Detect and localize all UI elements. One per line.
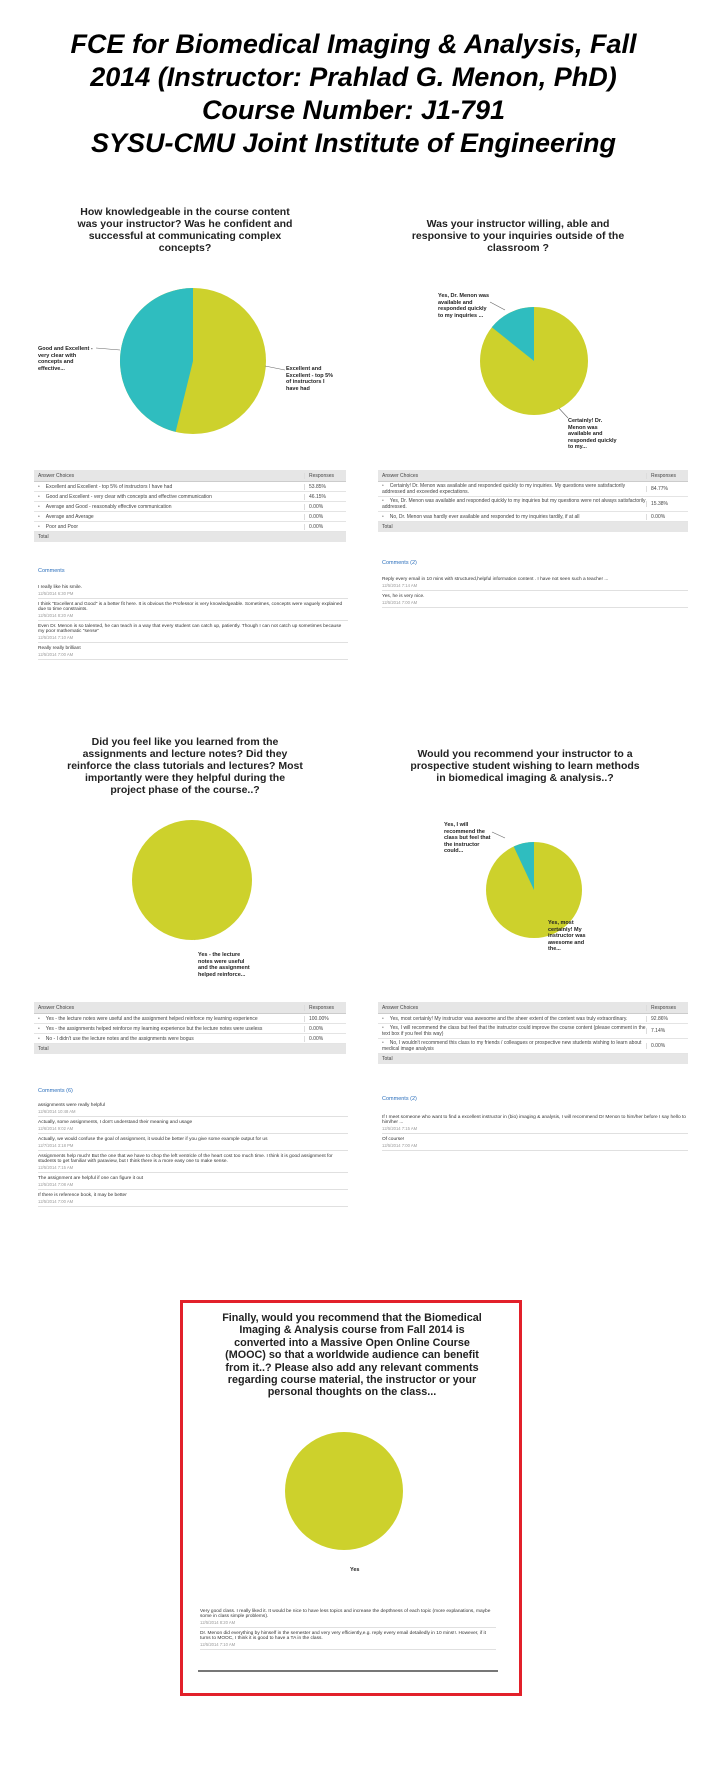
- table-row: Yes - the lecture notes were useful and …: [34, 1014, 346, 1024]
- list-item: If I meet someone who want to find a exc…: [382, 1112, 688, 1134]
- list-item: Very good class. I really liked it. It w…: [200, 1606, 496, 1628]
- q5-question: Finally, would you recommend that the Bi…: [222, 1312, 482, 1399]
- q2-question: Was your instructor willing, able and re…: [411, 218, 625, 254]
- q1-comments: I really like his smile. 12/5/2014 6:30 P…: [38, 582, 348, 660]
- list-item: I think "Excellent and Good" is a better…: [38, 599, 348, 621]
- title-line-1: FCE for Biomedical Imaging & Analysis, F…: [70, 29, 637, 59]
- q3-total: Total: [34, 1044, 346, 1054]
- q1-label-excellent: Excellent and Excellent - top 5% of inst…: [286, 366, 334, 392]
- table-row: Yes, Dr. Menon was available and respond…: [378, 497, 688, 512]
- table-row: Yes, most certainly! My instructor was a…: [378, 1014, 688, 1024]
- q3-question: Did you feel like you learned from the a…: [67, 736, 303, 796]
- list-item: The assignment are helpful if one can fi…: [38, 1173, 348, 1190]
- list-item: Actually, we would confuse the goal of a…: [38, 1134, 348, 1151]
- q2-slice-yes: [491, 307, 534, 361]
- q3-col-choices: Answer Choices: [38, 1004, 75, 1011]
- q2-col-responses: Responses: [646, 472, 688, 479]
- q4-col-choices: Answer Choices: [382, 1004, 419, 1011]
- q5-label-yes: Yes: [350, 1567, 360, 1573]
- list-item: Dr. Menon did everything by himself in t…: [200, 1628, 496, 1650]
- q3-comments: assignments were really helpful 12/6/2014…: [38, 1100, 348, 1207]
- table-row: Average and Good - reasonably effective …: [34, 502, 346, 512]
- q4-question: Would you recommend your instructor to a…: [410, 748, 640, 784]
- q1-question: How knowledgeable in the course content …: [77, 206, 293, 254]
- highlight-box: [180, 1300, 522, 1696]
- q1-pie-chart: [119, 288, 266, 434]
- q3-slice-yes: [132, 820, 252, 940]
- title-line-4: SYSU-CMU Joint Institute of Engineering: [91, 128, 616, 158]
- title-line-3: Course Number: J1-791: [201, 95, 506, 125]
- q1-label-good: Good and Excellent - very clear with con…: [38, 346, 93, 372]
- q2-pie-chart: [480, 307, 588, 415]
- q4-slice-yes-improve: [513, 842, 534, 890]
- q5-comments: Very good class. I really liked it. It w…: [200, 1606, 496, 1650]
- list-item: If there is reference book, it may be be…: [38, 1190, 348, 1207]
- table-row: No - I didn't use the lecture notes and …: [34, 1034, 346, 1044]
- q4-comments-link[interactable]: Comments (2): [382, 1096, 417, 1102]
- q1-slice-good: [119, 288, 193, 432]
- q4-comments: If I meet someone who want to find a exc…: [382, 1112, 688, 1151]
- q2-label-certainly: Certainly! Dr. Menon was available and r…: [568, 418, 617, 451]
- list-item: Of course! 12/5/2014 7:00 AM: [382, 1134, 688, 1151]
- q2-total: Total: [378, 522, 688, 532]
- divider: [198, 1670, 498, 1672]
- q2-label-yes: Yes, Dr. Menon was available and respond…: [438, 293, 490, 319]
- q3-comments-link[interactable]: Comments (6): [38, 1088, 73, 1094]
- q4-pie-chart: [486, 842, 582, 938]
- title-line-2: 2014 (Instructor: Prahlad G. Menon, PhD): [90, 62, 617, 92]
- list-item: Yes, he is very nice. 12/5/2014 7:00 AM: [382, 591, 688, 608]
- page-title: FCE for Biomedical Imaging & Analysis, F…: [0, 28, 707, 160]
- q3-col-responses: Responses: [304, 1004, 346, 1011]
- table-row: Yes - the assignments helped reinforce m…: [34, 1024, 346, 1034]
- q1-col-responses: Responses: [304, 472, 346, 479]
- table-row: Certainly! Dr. Menon was available and r…: [378, 482, 688, 497]
- q3-table: Answer Choices Responses Yes - the lectur…: [34, 1002, 346, 1054]
- q2-comments: Reply every email in 10 mins with struct…: [382, 574, 688, 608]
- list-item: Really really brilliant 12/5/2014 7:00 AM: [38, 643, 348, 660]
- list-item: assignments were really helpful 12/6/2014…: [38, 1100, 348, 1117]
- q4-label-certainly: Yes, most certainly! My instructor was a…: [548, 920, 586, 953]
- table-row: No, Dr. Menon was hardly ever available …: [378, 512, 688, 522]
- list-item: Actually, some assignments, I don't unde…: [38, 1117, 348, 1134]
- q4-table: Answer Choices Responses Yes, most certai…: [378, 1002, 688, 1064]
- q5-slice-yes: [285, 1432, 403, 1550]
- q4-label-improve: Yes, I will recommend the class but feel…: [444, 822, 491, 855]
- table-row: Yes, I will recommend the class but feel…: [378, 1024, 688, 1039]
- q1-table: Answer Choices Responses Excellent and Ex…: [34, 470, 346, 542]
- q3-label-yes: Yes - the lecture notes were useful and …: [198, 952, 250, 978]
- table-row: Good and Excellent - very clear with con…: [34, 492, 346, 502]
- list-item: Assignments help much! But the one that …: [38, 1151, 348, 1173]
- q1-total: Total: [34, 532, 346, 542]
- q2-comments-link[interactable]: Comments (2): [382, 560, 417, 566]
- list-item: I really like his smile. 12/5/2014 6:30 P…: [38, 582, 348, 599]
- table-row: No, I wouldn't recommend this class to m…: [378, 1039, 688, 1054]
- q2-col-choices: Answer Choices: [382, 472, 419, 479]
- q5-pie-chart: [285, 1432, 403, 1550]
- q4-total: Total: [378, 1054, 688, 1064]
- list-item: Even Dr. Menon is so talented, he can te…: [38, 621, 348, 643]
- q1-comments-link[interactable]: Comments: [38, 568, 65, 574]
- q4-col-responses: Responses: [646, 1004, 688, 1011]
- list-item: Reply every email in 10 mins with struct…: [382, 574, 688, 591]
- q1-col-choices: Answer Choices: [38, 472, 75, 479]
- q3-pie-chart: [132, 820, 252, 940]
- table-row: Excellent and Excellent - top 5% of inst…: [34, 482, 346, 492]
- q2-table: Answer Choices Responses Certainly! Dr. M…: [378, 470, 688, 532]
